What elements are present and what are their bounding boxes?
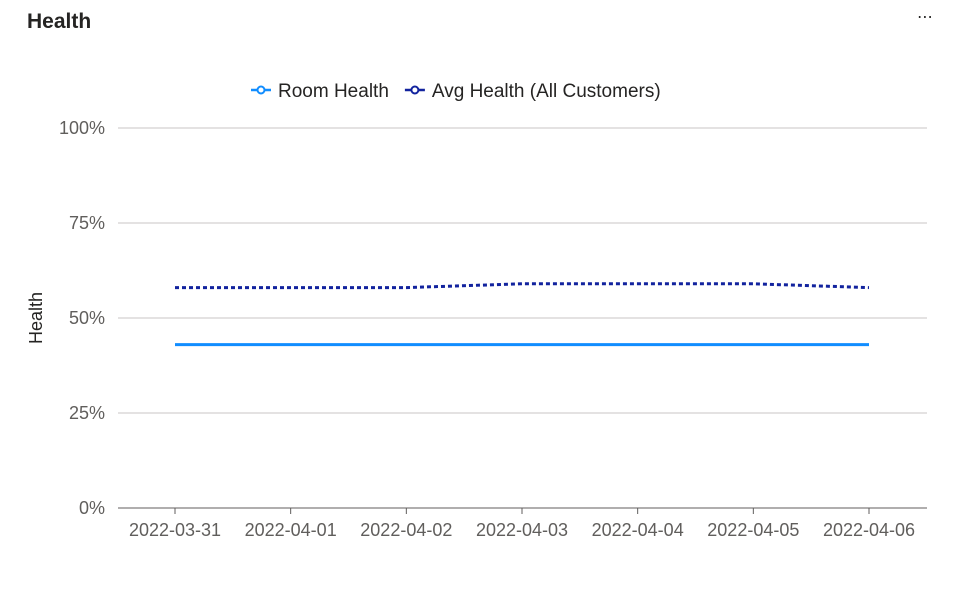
visual-title: Health [27,10,92,33]
legend-label: Avg Health (All Customers) [432,81,661,102]
y-tick-label: 0% [79,498,105,518]
y-tick-label: 25% [69,403,105,423]
y-tick-label: 75% [69,213,105,233]
x-tick-label: 2022-04-05 [707,520,799,540]
y-tick-label: 100% [59,118,105,138]
legend-label: Room Health [278,81,389,102]
chart-legend: Room Health Avg Health (All Customers) [251,81,661,102]
y-axis-title: Health [26,292,46,344]
x-tick-label: 2022-04-01 [245,520,337,540]
x-tick-label: 2022-03-31 [129,520,221,540]
legend-item-1[interactable]: Room Health [251,81,389,102]
more-options-icon[interactable]: ⋯ [917,9,934,26]
chart-series [175,282,870,347]
x-axis: 2022-03-31 2022-04-01 2022-04-02 2022-04-03… [129,508,915,540]
legend-marker-dot [410,85,420,95]
x-tick-label: 2022-04-04 [592,520,684,540]
gridlines [118,127,927,509]
x-tick-label: 2022-04-02 [360,520,452,540]
legend-item-2[interactable]: Avg Health (All Customers) [404,81,661,102]
series-line-2[interactable] [175,282,870,290]
x-tick-label: 2022-04-06 [823,520,915,540]
x-tick-label: 2022-04-03 [476,520,568,540]
legend-marker-dot [256,85,266,95]
y-tick-label: 50% [69,308,105,328]
y-axis-ticks: 0% 25% 50% 75% 100% [59,118,105,518]
